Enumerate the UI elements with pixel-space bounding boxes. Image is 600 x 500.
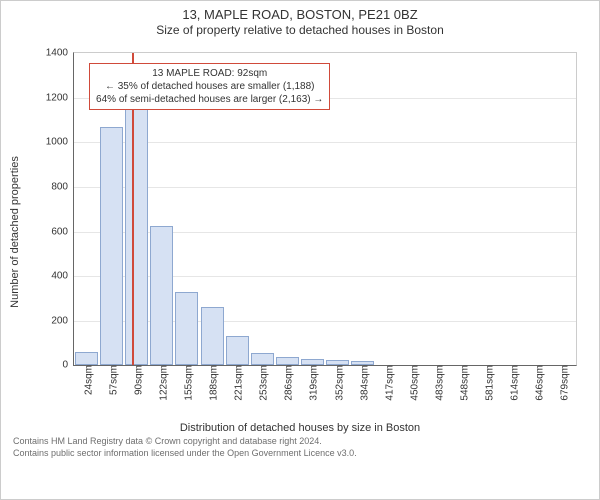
y-tick-label: 600 xyxy=(51,226,74,237)
grid-line xyxy=(74,142,576,143)
x-tick-label: 384sqm xyxy=(355,365,370,401)
x-tick-label: 155sqm xyxy=(179,365,194,401)
histogram-bar xyxy=(100,127,123,365)
x-tick-label: 24sqm xyxy=(79,365,94,395)
chart-container: 13, MAPLE ROAD, BOSTON, PE21 0BZ Size of… xyxy=(0,0,600,500)
y-tick-label: 400 xyxy=(51,271,74,282)
x-tick-label: 352sqm xyxy=(330,365,345,401)
x-tick-label: 90sqm xyxy=(129,365,144,395)
x-axis-label: Distribution of detached houses by size … xyxy=(13,422,587,434)
y-axis-label: Number of detached properties xyxy=(9,156,21,308)
footer-attribution: Contains HM Land Registry data © Crown c… xyxy=(13,436,587,459)
x-tick-label: 253sqm xyxy=(255,365,270,401)
x-tick-label: 417sqm xyxy=(380,365,395,401)
page-title: 13, MAPLE ROAD, BOSTON, PE21 0BZ xyxy=(13,7,587,23)
y-tick-label: 0 xyxy=(62,360,74,371)
annotation-box: 13 MAPLE ROAD: 92sqm← 35% of detached ho… xyxy=(89,63,330,110)
x-tick-label: 188sqm xyxy=(205,365,220,401)
chart-zone: Number of detached properties 0200400600… xyxy=(13,42,587,422)
histogram-bar xyxy=(226,336,249,365)
grid-line xyxy=(74,321,576,322)
histogram-bar xyxy=(125,105,148,366)
y-tick-label: 800 xyxy=(51,181,74,192)
x-tick-label: 483sqm xyxy=(430,365,445,401)
annotation-line-2: ← 35% of detached houses are smaller (1,… xyxy=(96,80,323,93)
x-tick-label: 286sqm xyxy=(280,365,295,401)
y-tick-label: 1200 xyxy=(46,92,74,103)
x-tick-label: 548sqm xyxy=(456,365,471,401)
footer-line-1: Contains HM Land Registry data © Crown c… xyxy=(13,436,587,447)
footer-line-2: Contains public sector information licen… xyxy=(13,448,587,459)
x-tick-label: 57sqm xyxy=(104,365,119,395)
histogram-bar xyxy=(251,353,274,365)
x-tick-label: 614sqm xyxy=(506,365,521,401)
y-tick-label: 200 xyxy=(51,315,74,326)
grid-line xyxy=(74,276,576,277)
x-tick-label: 581sqm xyxy=(481,365,496,401)
y-tick-label: 1400 xyxy=(46,48,74,59)
grid-line xyxy=(74,187,576,188)
histogram-bar xyxy=(75,352,98,365)
x-tick-label: 221sqm xyxy=(230,365,245,401)
grid-line xyxy=(74,232,576,233)
x-tick-label: 679sqm xyxy=(556,365,571,401)
x-tick-label: 319sqm xyxy=(305,365,320,401)
plot-area: 020040060080010001200140024sqm57sqm90sqm… xyxy=(73,52,577,366)
histogram-bar xyxy=(201,307,224,365)
x-tick-label: 646sqm xyxy=(531,365,546,401)
y-tick-label: 1000 xyxy=(46,137,74,148)
histogram-bar xyxy=(175,292,198,366)
x-tick-label: 450sqm xyxy=(405,365,420,401)
x-tick-label: 122sqm xyxy=(154,365,169,401)
page-subtitle: Size of property relative to detached ho… xyxy=(13,23,587,38)
histogram-bar xyxy=(150,226,173,365)
annotation-line-1: 13 MAPLE ROAD: 92sqm xyxy=(96,67,323,80)
annotation-line-3: 64% of semi-detached houses are larger (… xyxy=(96,93,323,106)
